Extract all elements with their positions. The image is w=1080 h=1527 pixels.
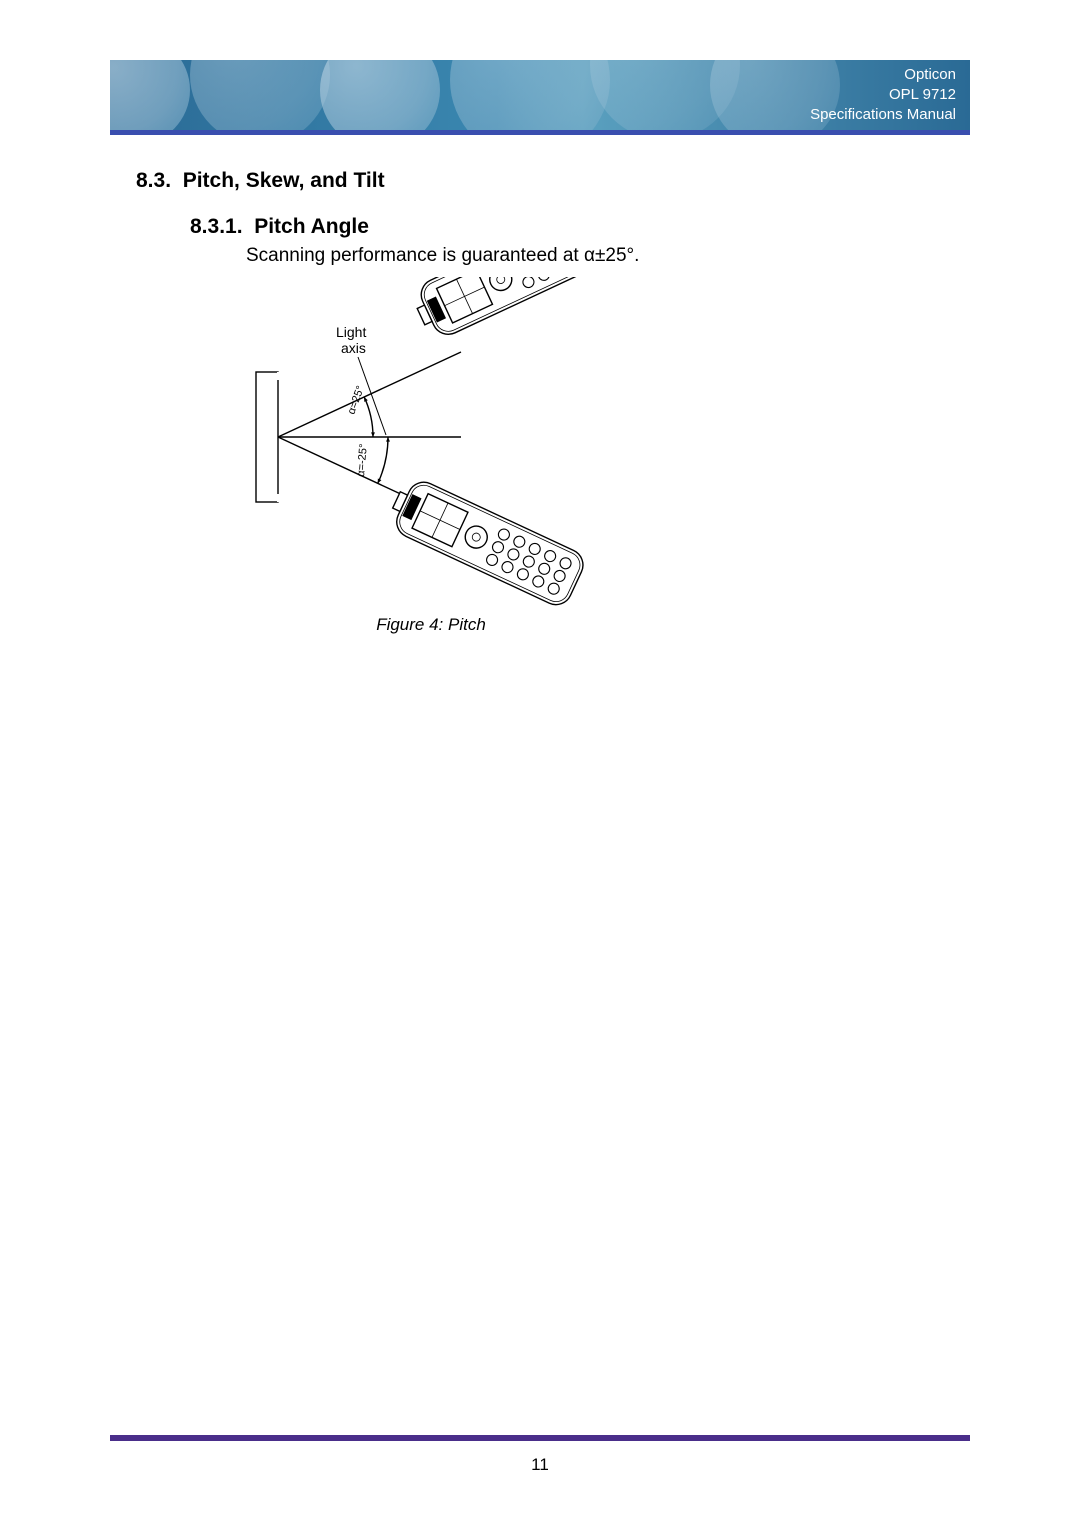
header-banner: Opticon OPL 9712 Specifications Manual: [110, 60, 970, 130]
figure-caption: Figure 4: Pitch: [246, 615, 616, 635]
banner-bubble: [450, 60, 610, 130]
pitch-diagram: α=25° α=-25° Lightaxis: [246, 277, 616, 607]
svg-text:axis: axis: [341, 340, 366, 356]
section-title: Pitch, Skew, and Tilt: [183, 169, 385, 192]
banner-bubble: [320, 60, 440, 130]
banner-bubble: [190, 60, 330, 130]
subsection-title: Pitch Angle: [254, 215, 369, 238]
svg-text:α=-25°: α=-25°: [355, 443, 370, 477]
page-number: 11: [0, 1455, 1080, 1475]
subsection-number: 8.3.1.: [190, 215, 243, 238]
header-company: Opticon: [810, 65, 956, 85]
svg-text:α=25°: α=25°: [346, 384, 367, 416]
content-area: 8.3. Pitch, Skew, and Tilt 8.3.1. Pitch …: [110, 135, 970, 635]
body-paragraph: Scanning performance is guaranteed at α±…: [246, 245, 970, 267]
banner-bubble: [110, 60, 190, 130]
footer-rule: [110, 1435, 970, 1441]
page: Opticon OPL 9712 Specifications Manual 8…: [0, 0, 1080, 1527]
svg-text:Light: Light: [336, 324, 366, 340]
header-doc: Specifications Manual: [810, 105, 956, 125]
header-model: OPL 9712: [810, 85, 956, 105]
section-number: 8.3.: [136, 169, 171, 192]
figure-container: α=25° α=-25° Lightaxis Figure 4: Pitch: [246, 277, 970, 635]
section-heading: 8.3. Pitch, Skew, and Tilt: [136, 169, 970, 193]
header-text-block: Opticon OPL 9712 Specifications Manual: [810, 65, 956, 126]
subsection-heading: 8.3.1. Pitch Angle: [190, 215, 970, 239]
